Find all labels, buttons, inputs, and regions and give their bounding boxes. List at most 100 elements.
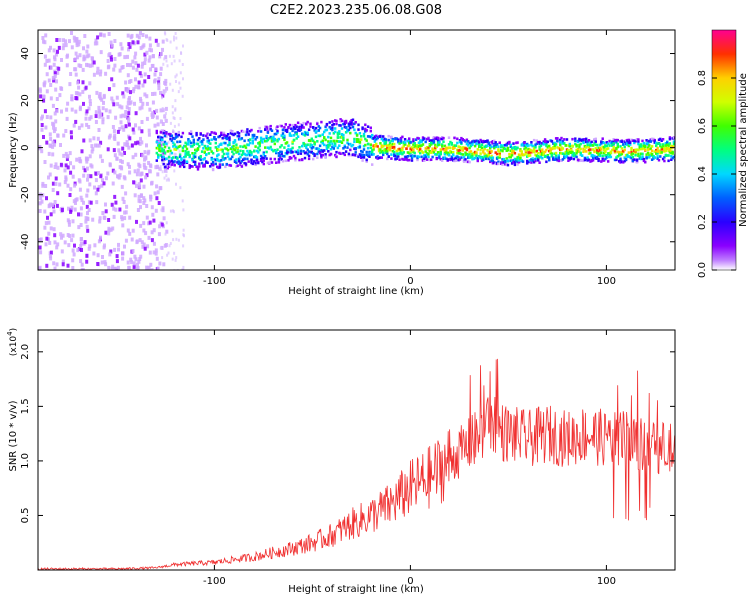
spectrogram-cell <box>123 244 126 249</box>
spectrogram-cell <box>373 135 377 138</box>
spectrogram-cell <box>515 141 518 145</box>
spectrogram-cell <box>133 193 137 198</box>
spectrogram-cell <box>668 147 672 151</box>
spectrogram-cell <box>127 119 130 124</box>
snr-series-line <box>38 358 675 570</box>
spectrogram-cell <box>472 157 475 161</box>
spectrogram-cell <box>306 152 309 156</box>
spectrogram-cell <box>233 159 237 163</box>
spectrogram-cell <box>273 142 276 146</box>
spectrogram-cell <box>331 123 334 127</box>
spectrogram-cell <box>71 174 75 179</box>
spectrogram-cell <box>163 92 166 95</box>
snr-xlabel: Height of straight line (km) <box>288 584 424 595</box>
spectrogram-cell <box>608 152 611 155</box>
spectrogram-cell <box>225 135 228 138</box>
spectrogram-cell <box>335 155 338 159</box>
spectrogram-cell <box>591 148 595 151</box>
spectrogram-cell <box>40 127 44 132</box>
spectrogram-cell <box>671 152 674 155</box>
spectrogram-cell <box>131 155 135 160</box>
spectrogram-cell <box>171 111 174 115</box>
spectrogram-cell <box>255 149 259 153</box>
spectrogram-cell <box>521 153 525 156</box>
spectrogram-cell <box>628 142 632 146</box>
spectrogram-cell <box>122 127 126 132</box>
spectrogram-cell <box>125 140 129 145</box>
spectrogram-cell <box>627 155 630 158</box>
spectrogram-cell <box>517 153 521 156</box>
spectrogram-cell <box>265 136 268 140</box>
spectrogram-cell <box>216 154 219 157</box>
spectrogram-cell <box>513 160 517 164</box>
spectrogram-cell <box>158 186 162 191</box>
spectrogram-cell <box>344 150 348 153</box>
spectrogram-cell <box>272 149 275 153</box>
spectrogram-cell <box>242 130 245 133</box>
spectrogram-cell <box>354 154 357 157</box>
spectrogram-cell <box>191 135 194 138</box>
spectrogram-cell <box>192 156 195 159</box>
spectrogram-cell <box>631 152 635 155</box>
spectrogram-cell <box>663 159 666 163</box>
spectrogram-cell <box>67 222 71 227</box>
spectrogram-cell <box>101 255 104 259</box>
spectrogram-cell <box>49 212 53 217</box>
spectrogram-cell <box>490 159 493 162</box>
spectrogram-cell <box>609 141 613 145</box>
spectrogram-cell <box>495 152 499 156</box>
spectrogram-cell <box>72 35 76 40</box>
spectrogram-cell <box>509 159 512 162</box>
y-tick-label: 0 <box>20 144 31 150</box>
spectrogram-cell <box>376 145 379 148</box>
spectrogram-cell <box>369 126 372 130</box>
spectrogram-cell <box>104 202 107 207</box>
spectrogram-cell <box>127 145 131 150</box>
spectrogram-cell <box>318 126 322 130</box>
spectrogram-cell <box>394 137 397 141</box>
spectrogram-cell <box>325 145 329 148</box>
spectrogram-cell <box>95 143 99 148</box>
spectrogram-cell <box>582 150 585 153</box>
spectrogram-cell <box>600 142 603 145</box>
spectrogram-cell <box>343 153 346 157</box>
spectrogram-cell <box>129 42 133 46</box>
spectrogram-cell <box>220 131 223 135</box>
spectrogram-cell <box>296 135 300 138</box>
spectrogram-cell <box>123 210 127 215</box>
spectrogram-cell <box>279 145 282 149</box>
spectrogram-cell <box>183 144 186 148</box>
spectrogram-cell <box>148 43 152 48</box>
spectrogram-cell <box>165 89 167 93</box>
spectrogram-cell <box>141 153 145 158</box>
spectrogram-cell <box>226 152 230 155</box>
spectrogram-cell <box>383 139 386 143</box>
spectrogram-cell <box>653 150 656 153</box>
spectrogram-cell <box>475 154 478 158</box>
spectrogram-cell <box>198 145 201 148</box>
spectrogram-cell <box>296 151 300 155</box>
spectrogram-cell <box>90 56 94 61</box>
spectrogram-cell <box>52 261 56 266</box>
spectrogram-cell <box>575 144 578 147</box>
spectrogram-cell <box>630 138 633 142</box>
spectrogram-cell <box>305 144 308 147</box>
spectrogram-cell <box>439 157 442 161</box>
spectrogram-cell <box>153 191 157 196</box>
spectrogram-cell <box>446 151 449 155</box>
spectrogram-cell <box>641 152 644 156</box>
spectrogram-cell <box>434 148 437 152</box>
spectrogram-cell <box>468 141 471 145</box>
spectrogram-cell <box>434 137 437 140</box>
spectrogram-cell <box>403 141 407 144</box>
spectrogram-cell <box>383 149 386 152</box>
spectrogram-cell <box>516 146 519 150</box>
spectrogram-cell <box>45 59 49 63</box>
spectrogram-cell <box>126 33 130 38</box>
spectrogram-cell <box>183 234 185 238</box>
spectrogram-cell <box>55 109 59 114</box>
spectrogram-cell <box>605 144 608 148</box>
spectrogram-cell <box>377 135 381 138</box>
spectrogram-cell <box>542 140 545 143</box>
